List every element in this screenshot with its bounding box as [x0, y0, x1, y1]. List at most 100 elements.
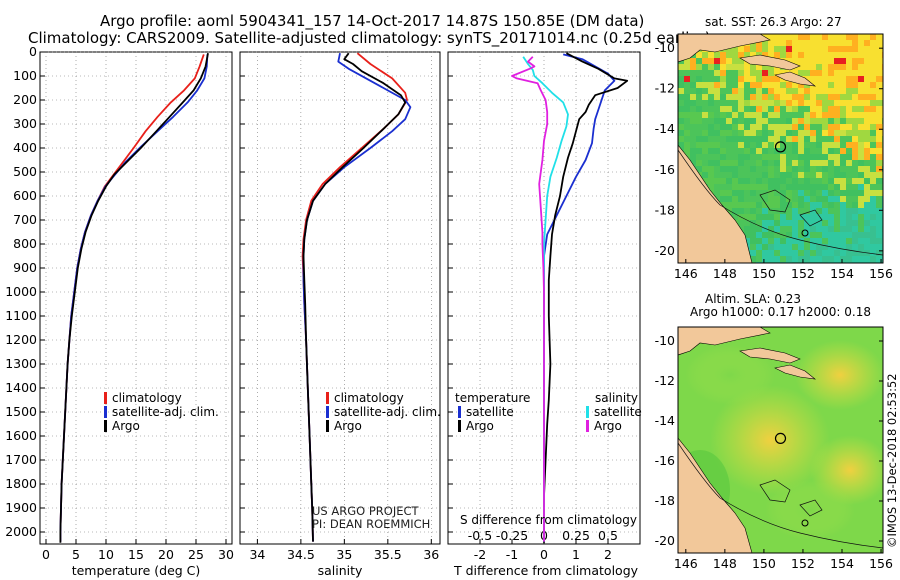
sst-cell: [726, 46, 732, 52]
sst-cell: [762, 208, 768, 214]
sst-cell: [708, 136, 714, 142]
sst-cell: [792, 214, 798, 220]
x-tick-label: 20: [158, 547, 174, 562]
sst-cell: [780, 154, 786, 160]
sst-cell: [822, 172, 828, 178]
sst-cell: [798, 190, 804, 196]
sst-cell: [864, 100, 870, 106]
sst-cell: [726, 148, 732, 154]
sst-cell: [846, 142, 852, 148]
sst-cell: [798, 160, 804, 166]
sst-cell: [714, 124, 720, 130]
sst-cell: [744, 160, 750, 166]
sst-cell: [774, 46, 780, 52]
series-line-salinity-argo: [511, 56, 549, 542]
sst-cell: [690, 154, 696, 160]
sst-cell: [822, 148, 828, 154]
sst-cell: [798, 226, 804, 232]
sst-cell: [846, 76, 852, 82]
sst-cell: [714, 52, 720, 58]
sst-cell: [732, 166, 738, 172]
sst-cell: [768, 112, 774, 118]
pi-credit: PI: DEAN ROEMMICH: [312, 517, 430, 531]
sst-cell: [732, 196, 738, 202]
sst-cell: [786, 82, 792, 88]
sst-cell: [822, 136, 828, 142]
sst-cell: [738, 88, 744, 94]
legend-swatch-climatology: [104, 392, 107, 404]
sst-cell: [858, 70, 864, 76]
sst-cell: [798, 136, 804, 142]
sst-cell: [744, 172, 750, 178]
sst-cell: [792, 124, 798, 130]
sst-cell: [810, 172, 816, 178]
y-tick-label: 2000: [5, 524, 37, 539]
sst-cell: [768, 136, 774, 142]
sst-cell: [744, 238, 750, 244]
map-y-tick-label: -10: [655, 40, 675, 55]
sst-cell: [756, 190, 762, 196]
sst-cell: [810, 250, 816, 256]
sst-cell: [738, 70, 744, 76]
sst-cell: [864, 232, 870, 238]
sst-cell: [834, 220, 840, 226]
sla-high-anomaly: [795, 340, 883, 410]
sst-cell: [846, 130, 852, 136]
sst-cell: [822, 88, 828, 94]
sst-cell: [774, 232, 780, 238]
sst-cell: [858, 82, 864, 88]
sst-cell: [714, 64, 720, 70]
legend-label-s-argo: Argo: [594, 419, 622, 433]
map-x-tick-label: 152: [791, 266, 815, 281]
sst-cell: [678, 94, 684, 100]
sst-cell: [804, 160, 810, 166]
sst-cell: [768, 208, 774, 214]
sst-cell: [762, 256, 768, 262]
sst-cell: [786, 118, 792, 124]
sst-cell: [876, 82, 882, 88]
sst-cell: [870, 202, 876, 208]
difference-panel: -2 -1 0 1 2 -0.5 -0.25 0 0.25 0.5 T difference f…: [447, 51, 642, 578]
sst-cell: [702, 118, 708, 124]
sst-cell: [732, 82, 738, 88]
sst-cell: [786, 250, 792, 256]
sst-cell: [858, 238, 864, 244]
sst-cell: [738, 196, 744, 202]
sst-cell: [696, 58, 702, 64]
sst-cell: [852, 124, 858, 130]
sst-cell: [804, 172, 810, 178]
sst-cell: [750, 166, 756, 172]
sst-cell: [876, 184, 882, 190]
sst-cell: [822, 244, 828, 250]
sst-cell: [750, 244, 756, 250]
sst-cell: [840, 184, 846, 190]
sst-cell: [840, 34, 846, 40]
sst-cell: [828, 118, 834, 124]
sst-cell: [744, 232, 750, 238]
sst-cell: [744, 220, 750, 226]
sst-cell: [828, 142, 834, 148]
sst-cell: [876, 232, 882, 238]
sst-cell: [852, 58, 858, 64]
sst-cell: [840, 118, 846, 124]
sst-cell: [756, 220, 762, 226]
sst-cell: [834, 202, 840, 208]
sst-cell: [864, 124, 870, 130]
sst-cell: [702, 148, 708, 154]
sst-cell: [762, 118, 768, 124]
sst-cell: [852, 160, 858, 166]
sst-cell: [756, 214, 762, 220]
sst-cell: [696, 88, 702, 94]
sst-cell: [834, 88, 840, 94]
imos-timestamp: ©IMOS 13-Dec-2018 02:53:52: [885, 373, 899, 548]
sst-cell: [846, 58, 852, 64]
sst-cell: [720, 178, 726, 184]
sst-cell: [720, 100, 726, 106]
sst-cell: [870, 232, 876, 238]
sst-cell: [756, 88, 762, 94]
sst-cell: [768, 148, 774, 154]
legend-label-satellite: satellite-adj. clim.: [334, 405, 441, 419]
sst-cell: [870, 64, 876, 70]
sst-cell: [786, 202, 792, 208]
sst-cell: [696, 142, 702, 148]
